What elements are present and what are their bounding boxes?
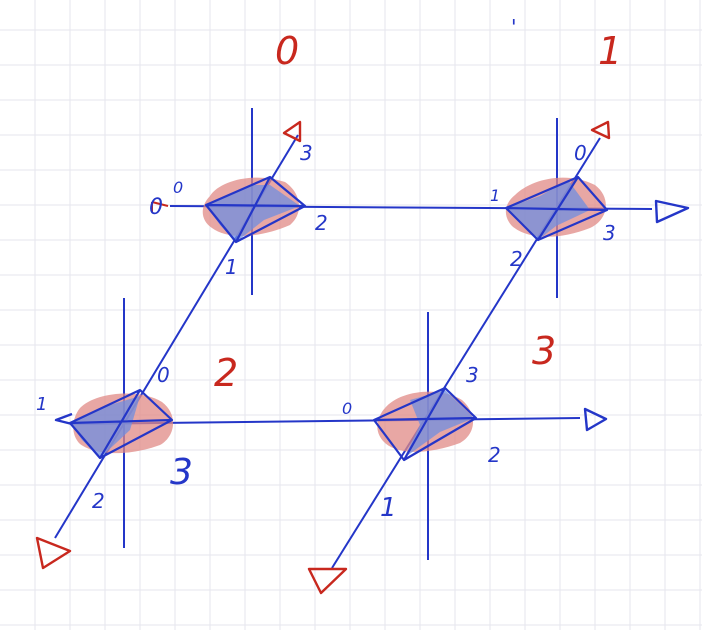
labels-bottom-right: 3 0 2 1 bbox=[342, 363, 501, 523]
tl-far-left-label: 0 bbox=[149, 195, 163, 220]
big-label-three: 3 bbox=[532, 329, 556, 373]
br-top-label: 3 bbox=[466, 363, 479, 387]
tl-bottom-label: 1 bbox=[225, 255, 238, 279]
node-bottom-right bbox=[372, 386, 478, 462]
big-label-one: 1 bbox=[598, 29, 622, 73]
node-top-left bbox=[202, 175, 307, 244]
big-red-labels: 0 1 2 3 bbox=[214, 29, 622, 395]
tr-top-label: 0 bbox=[574, 141, 587, 165]
labels-top-left: 3 0 0 2 1 bbox=[149, 141, 328, 279]
arrowhead-br-down bbox=[307, 567, 348, 595]
tr-left-label: 1 bbox=[490, 186, 500, 205]
arrowhead-tl-left bbox=[151, 201, 169, 212]
arrowhead-tr-up bbox=[590, 120, 611, 140]
bl-right-label: 3 bbox=[170, 452, 193, 493]
big-label-two: 2 bbox=[214, 351, 238, 395]
tl-top-label: 3 bbox=[300, 141, 313, 165]
br-bottom-label: 1 bbox=[380, 493, 397, 523]
br-right-label: 2 bbox=[488, 443, 501, 467]
arrowhead-bl-left bbox=[54, 412, 73, 426]
arrowhead-bl-down bbox=[35, 536, 72, 570]
tl-left-label: 0 bbox=[173, 178, 183, 197]
arrowhead-br-right bbox=[583, 407, 608, 432]
tick-mark: ' bbox=[511, 15, 517, 39]
blue-arrowheads bbox=[54, 199, 690, 432]
horizontal-bonds bbox=[71, 205, 653, 425]
big-label-zero: 0 bbox=[275, 29, 299, 73]
tl-right-label: 2 bbox=[315, 211, 328, 235]
node-bottom-left bbox=[68, 388, 174, 460]
red-arrowheads bbox=[35, 120, 611, 595]
bl-left-label: 1 bbox=[36, 394, 47, 415]
br-left-label: 0 bbox=[342, 399, 352, 418]
arrowhead-tl-up bbox=[282, 120, 302, 143]
labels-bottom-left: 0 1 3 2 bbox=[36, 363, 193, 513]
tr-right-label: 3 bbox=[603, 221, 616, 245]
labels-top-right: 0 1 3 2 bbox=[490, 141, 616, 271]
node-top-right bbox=[504, 175, 609, 242]
bl-top-label: 0 bbox=[157, 363, 170, 387]
bl-bottom-label: 2 bbox=[92, 489, 105, 513]
tr-bottom-label: 2 bbox=[510, 247, 523, 271]
arrowhead-tr-right bbox=[654, 199, 690, 224]
